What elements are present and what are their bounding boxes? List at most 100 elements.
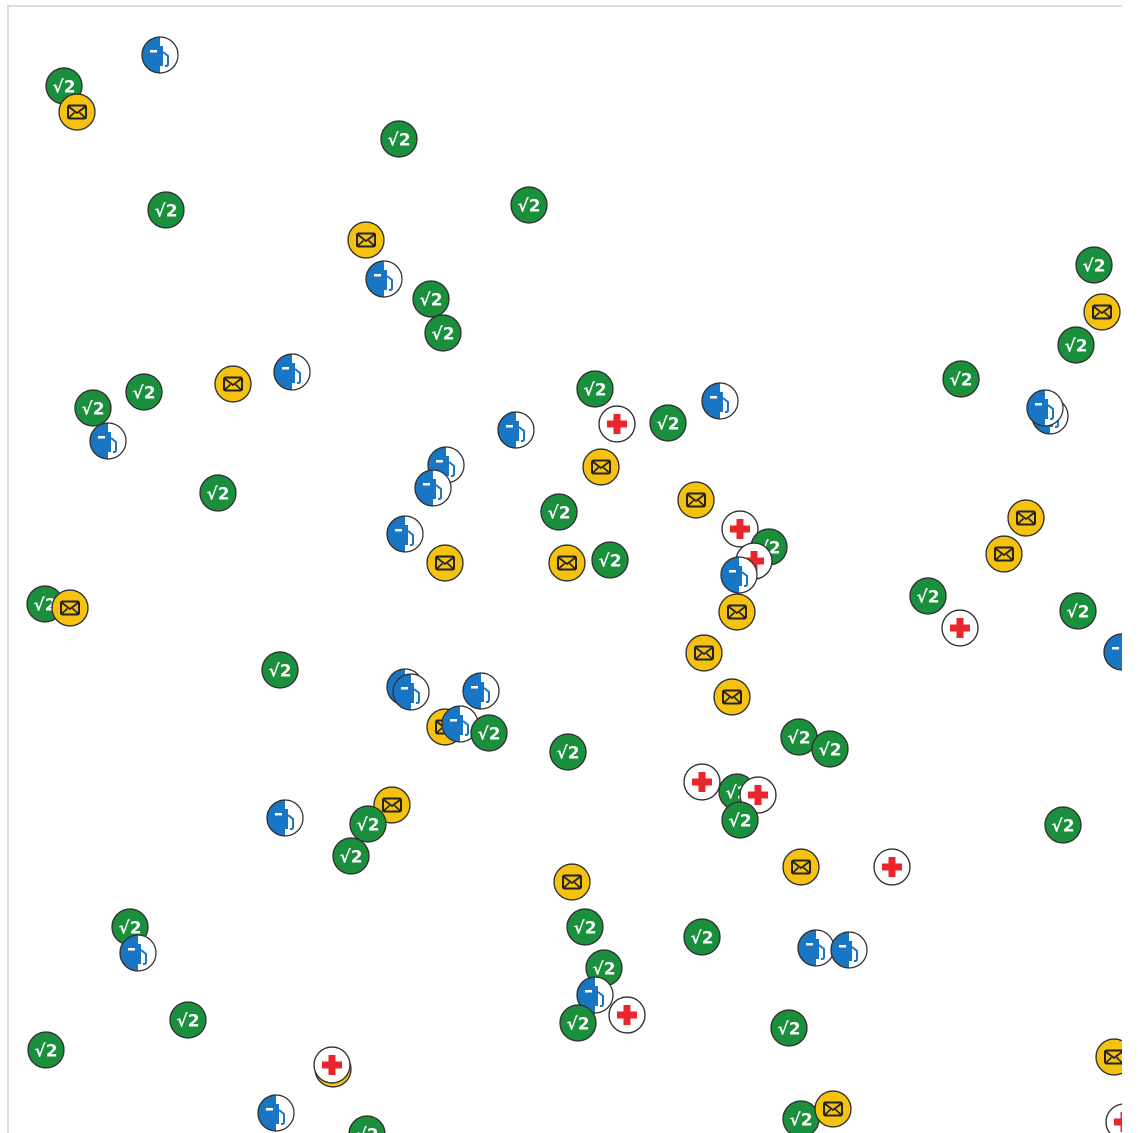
fuel-marker[interactable] <box>414 469 452 507</box>
envelope-icon <box>51 589 89 627</box>
mail-marker[interactable] <box>1083 293 1121 331</box>
fuel-pump-icon <box>141 36 179 74</box>
math-marker[interactable]: √2 <box>683 918 721 956</box>
math-marker[interactable]: √2 <box>412 280 450 318</box>
fuel-marker[interactable] <box>720 556 758 594</box>
mail-marker[interactable] <box>548 544 586 582</box>
mail-marker[interactable] <box>718 593 756 631</box>
math-marker[interactable]: √2 <box>1044 806 1082 844</box>
fuel-marker[interactable] <box>257 1094 295 1132</box>
square-root-icon: √2 <box>424 314 462 352</box>
mail-marker[interactable] <box>426 544 464 582</box>
envelope-icon <box>1083 293 1121 331</box>
mail-marker[interactable] <box>347 221 385 259</box>
math-marker[interactable]: √2 <box>942 360 980 398</box>
square-root-icon: √2 <box>1059 592 1097 630</box>
fuel-marker[interactable] <box>141 36 179 74</box>
hospital-marker[interactable] <box>313 1046 351 1084</box>
math-marker[interactable]: √2 <box>566 908 604 946</box>
envelope-icon <box>548 544 586 582</box>
mail-marker[interactable] <box>214 365 252 403</box>
mail-marker[interactable] <box>677 481 715 519</box>
hospital-marker[interactable] <box>721 510 759 548</box>
fuel-marker[interactable] <box>1026 389 1064 427</box>
hospital-marker[interactable] <box>683 763 721 801</box>
svg-text:√2: √2 <box>583 381 606 401</box>
math-marker[interactable]: √2 <box>27 1031 65 1069</box>
math-marker[interactable]: √2 <box>782 1100 820 1133</box>
math-marker[interactable]: √2 <box>380 120 418 158</box>
mail-marker[interactable] <box>1007 499 1045 537</box>
mail-marker[interactable] <box>782 848 820 886</box>
mail-marker[interactable] <box>814 1090 852 1128</box>
fuel-marker[interactable] <box>119 934 157 972</box>
svg-text:√2: √2 <box>34 1042 57 1062</box>
svg-text:√2: √2 <box>916 588 939 608</box>
square-root-icon: √2 <box>332 837 370 875</box>
math-marker[interactable]: √2 <box>559 1004 597 1042</box>
math-marker[interactable]: √2 <box>169 1001 207 1039</box>
math-marker[interactable]: √2 <box>424 314 462 352</box>
svg-text:√2: √2 <box>1082 257 1105 277</box>
envelope-icon <box>1007 499 1045 537</box>
square-root-icon: √2 <box>510 186 548 224</box>
marker-layer: √2 √2 √2 √2 <box>9 7 1122 1133</box>
fuel-marker[interactable] <box>441 705 479 743</box>
fuel-marker[interactable] <box>273 353 311 391</box>
math-marker[interactable]: √2 <box>811 730 849 768</box>
fuel-marker[interactable] <box>830 931 868 969</box>
math-marker[interactable]: √2 <box>125 373 163 411</box>
mail-marker[interactable] <box>1095 1038 1122 1076</box>
math-marker[interactable]: √2 <box>510 186 548 224</box>
math-marker[interactable]: √2 <box>549 733 587 771</box>
fuel-marker[interactable] <box>266 799 304 837</box>
hospital-marker[interactable] <box>941 609 979 647</box>
mail-marker[interactable] <box>685 634 723 672</box>
fuel-marker[interactable] <box>462 672 500 710</box>
fuel-marker[interactable] <box>392 673 430 711</box>
red-cross-icon <box>873 848 911 886</box>
math-marker[interactable]: √2 <box>74 389 112 427</box>
hospital-marker[interactable] <box>608 996 646 1034</box>
mail-marker[interactable] <box>58 93 96 131</box>
math-marker[interactable]: √2 <box>780 718 818 756</box>
fuel-marker[interactable] <box>576 976 614 1014</box>
fuel-marker[interactable] <box>497 411 535 449</box>
math-marker[interactable]: √2 <box>261 651 299 689</box>
math-marker[interactable]: √2 <box>147 191 185 229</box>
mail-marker[interactable] <box>553 863 591 901</box>
fuel-marker[interactable] <box>1103 633 1122 671</box>
fuel-marker[interactable] <box>89 422 127 460</box>
math-marker[interactable]: √2 <box>721 801 759 839</box>
math-marker[interactable]: √2 <box>1075 246 1113 284</box>
mail-marker[interactable] <box>51 589 89 627</box>
mail-marker[interactable] <box>985 535 1023 573</box>
mail-marker[interactable] <box>582 448 620 486</box>
hospital-marker[interactable] <box>598 405 636 443</box>
hospital-marker[interactable] <box>1105 1103 1122 1133</box>
math-marker[interactable]: √2 <box>332 837 370 875</box>
math-marker[interactable]: √2 <box>470 714 508 752</box>
math-marker[interactable]: √2 <box>649 404 687 442</box>
mail-marker[interactable] <box>713 678 751 716</box>
hospital-marker[interactable] <box>873 848 911 886</box>
math-marker[interactable]: √2 <box>770 1009 808 1047</box>
math-marker[interactable]: √2 <box>576 370 614 408</box>
svg-text:√2: √2 <box>598 552 621 572</box>
math-marker[interactable]: √2 <box>909 577 947 615</box>
red-cross-icon <box>1105 1103 1122 1133</box>
math-marker[interactable]: √2 <box>591 541 629 579</box>
math-marker[interactable]: √2 <box>540 493 578 531</box>
fuel-marker[interactable] <box>386 515 424 553</box>
math-marker[interactable]: √2 <box>1059 592 1097 630</box>
map-canvas[interactable]: √2 √2 √2 √2 <box>7 5 1122 1133</box>
math-marker[interactable]: √2 <box>349 805 387 843</box>
math-marker[interactable]: √2 <box>1057 326 1095 364</box>
math-marker[interactable]: √2 <box>199 474 237 512</box>
fuel-marker[interactable] <box>701 382 739 420</box>
math-marker[interactable]: √2 <box>348 1115 386 1133</box>
fuel-pump-icon <box>701 382 739 420</box>
svg-text:√2: √2 <box>33 596 56 616</box>
fuel-marker[interactable] <box>365 260 403 298</box>
fuel-pump-icon <box>414 469 452 507</box>
